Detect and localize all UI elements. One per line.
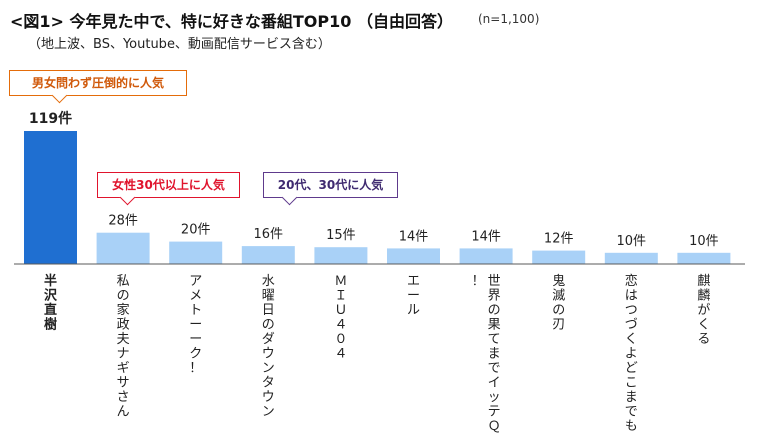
chart-subtitle: （地上波、BS、Youtube、動画配信サービス含む） xyxy=(28,37,331,52)
value-label-3: 16件 xyxy=(254,227,284,242)
category-label-7: 鬼滅の刃 xyxy=(552,273,565,333)
value-label-7: 12件 xyxy=(544,232,574,247)
bar-4 xyxy=(314,247,368,264)
value-label-9: 10件 xyxy=(689,234,719,249)
bar-8 xyxy=(604,252,658,264)
category-label-2: アメトーーク！ xyxy=(189,274,202,376)
bar-2 xyxy=(169,241,223,264)
category-label-5: エール xyxy=(407,274,420,318)
value-label-4: 15件 xyxy=(326,228,356,243)
chart-title: <図1> 今年見た中で、特に好きな番組TOP10 （自由回答） xyxy=(10,12,453,31)
category-label-9: 麒麟がくる xyxy=(697,273,710,347)
value-label-2: 20件 xyxy=(181,223,211,238)
category-label-8: 恋はつづくよどこまでも xyxy=(625,273,638,434)
bar-5 xyxy=(387,248,440,264)
bar-1 xyxy=(96,232,150,264)
value-label-5: 14件 xyxy=(399,229,429,244)
value-label-0: 119件 xyxy=(29,110,72,127)
value-label-1: 28件 xyxy=(108,214,138,229)
category-label-1: 私の家政夫ナギサさん xyxy=(117,274,130,420)
callout-top-program: 男女問わず圧倒的に人気 xyxy=(9,70,187,96)
category-label-0: 半沢直樹 xyxy=(44,273,58,333)
category-labels-group: 半沢直樹 私の家政夫ナギサさん アメトーーク！ 水曜日のダウンタウン ＭＩＵ４０４ エール… xyxy=(44,273,710,434)
category-label-4: ＭＩＵ４０４ xyxy=(334,274,347,362)
category-label-6: 世界の果てまでイッテＱ！ xyxy=(472,274,501,434)
value-label-6: 14件 xyxy=(471,229,501,244)
bars-group xyxy=(24,131,731,264)
value-label-8: 10件 xyxy=(617,234,647,249)
callout-20s-30s: 20代、30代に人気 xyxy=(263,172,398,198)
bar-9 xyxy=(677,252,731,264)
bar-6 xyxy=(459,248,513,264)
bar-0 xyxy=(24,131,77,264)
bar-3 xyxy=(241,246,295,264)
value-labels-group: 119件 28件 20件 16件 15件 14件 14件 12件 10件 10件 xyxy=(29,110,719,249)
callout-women-30s: 女性30代以上に人気 xyxy=(97,172,240,198)
category-label-3: 水曜日のダウンタウン xyxy=(262,274,275,420)
sample-size-note: (n=1,100) xyxy=(478,12,540,26)
bar-7 xyxy=(532,250,586,264)
